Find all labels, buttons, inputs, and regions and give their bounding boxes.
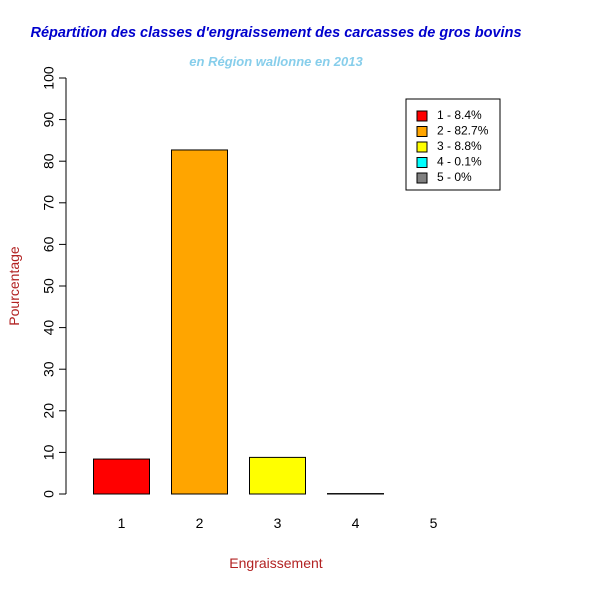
chart-subtitle: en Région wallonne en 2013	[189, 54, 363, 69]
x-axis-labels: 1 2 3 4 5	[118, 515, 438, 531]
y-tick-label: 80	[41, 153, 57, 169]
bars-group	[93, 149, 384, 495]
y-tick-label: 60	[41, 236, 57, 252]
x-tick-label: 1	[118, 515, 126, 531]
x-tick-label: 3	[274, 515, 282, 531]
legend-swatch	[416, 141, 428, 153]
y-axis: 0 10 20 30 40 50 60 70 80 90 100	[41, 66, 67, 498]
bar-3	[249, 456, 306, 495]
legend-label: 2 - 82.7%	[437, 124, 489, 138]
y-tick-label: 30	[41, 361, 57, 377]
legend-label: 5 - 0%	[437, 170, 472, 184]
legend-label: 3 - 8.8%	[437, 139, 482, 153]
y-tick-label: 100	[41, 66, 57, 90]
legend-swatch	[416, 172, 428, 184]
y-axis-title: Pourcentage	[6, 246, 22, 326]
chart-title: Répartition des classes d'engraissement …	[30, 25, 521, 41]
legend: 1 - 8.4% 2 - 82.7%3 - 8.8% 4 - 0.1%5 - 0%	[405, 98, 501, 191]
x-tick-label: 4	[352, 515, 360, 531]
y-tick-label: 70	[41, 195, 57, 211]
legend-swatch	[416, 126, 428, 137]
legend-swatch	[416, 157, 428, 168]
bar-2	[171, 149, 228, 495]
y-tick-label: 90	[41, 112, 57, 128]
y-tick-label: 50	[41, 278, 57, 294]
y-tick-label: 40	[41, 320, 57, 336]
legend-swatch	[416, 110, 428, 122]
y-tick-label: 10	[41, 444, 57, 460]
x-axis-title: Engraissement	[229, 555, 322, 571]
legend-label: 1 - 8.4%	[437, 108, 482, 122]
y-tick-label: 20	[41, 403, 57, 419]
legend-label: 4 - 0.1%	[437, 155, 482, 169]
bar-1	[93, 458, 150, 495]
y-tick-label: 0	[41, 490, 57, 498]
x-tick-label: 5	[430, 515, 438, 531]
x-tick-label: 2	[196, 515, 204, 531]
